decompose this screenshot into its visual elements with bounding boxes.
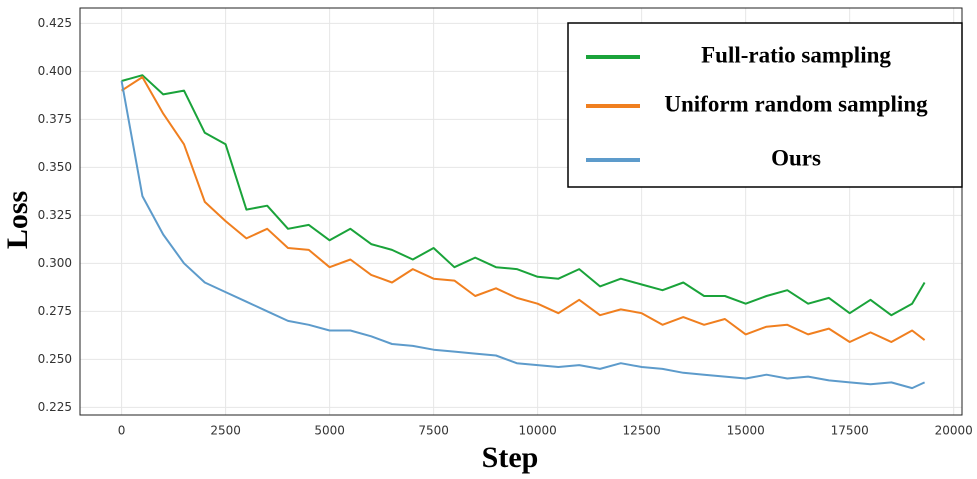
x-tick-label: 2500 — [210, 424, 241, 438]
series-line — [121, 76, 926, 343]
y-tick-label: 0.400 — [38, 64, 72, 78]
y-tick-label: 0.275 — [38, 304, 72, 318]
y-axis-title: Loss — [1, 191, 34, 249]
x-tick-label: 17500 — [831, 424, 869, 438]
y-tick-label: 0.350 — [38, 160, 72, 174]
legend-label: Ours — [771, 145, 821, 170]
plot-frame — [79, 7, 963, 416]
x-tick-label: 10000 — [519, 424, 557, 438]
y-tick-label: 0.375 — [38, 112, 72, 126]
x-tick-label: 12500 — [623, 424, 661, 438]
x-tick-label: 20000 — [935, 424, 973, 438]
x-tick-label: 5000 — [314, 424, 345, 438]
x-tick-label: 0 — [118, 424, 126, 438]
legend: Full-ratio sampling Uniform random sampli… — [567, 22, 963, 188]
legend-label: Uniform random sampling — [664, 91, 928, 116]
legend-label: Full-ratio sampling — [701, 42, 891, 67]
y-tick-label: 0.425 — [38, 16, 72, 30]
grid — [80, 8, 962, 415]
y-tick-label: 0.325 — [38, 208, 72, 222]
series-line — [120, 80, 926, 390]
y-tick-label: 0.225 — [38, 400, 72, 414]
x-tick-label: 15000 — [727, 424, 765, 438]
series-line — [121, 74, 926, 317]
x-tick-label: 7500 — [418, 424, 449, 438]
y-tick-label: 0.300 — [38, 256, 72, 270]
lines — [120, 74, 926, 390]
y-tick-label: 0.250 — [38, 352, 72, 366]
x-axis-title: Step — [482, 441, 539, 474]
